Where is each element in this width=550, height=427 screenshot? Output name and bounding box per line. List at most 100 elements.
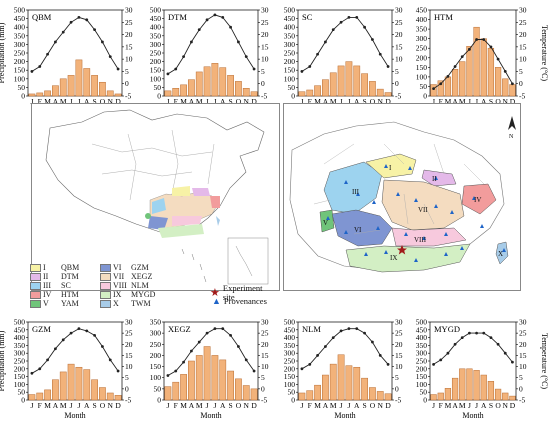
precip-bar (369, 387, 376, 401)
y-tick-label: 0 (423, 92, 427, 101)
y2-tick-label: 15 (125, 351, 133, 360)
legend-item: VII XEGZ (100, 272, 170, 281)
precip-bar (494, 67, 502, 97)
x-tick-label: A (354, 401, 360, 410)
x-tick-label: A (323, 401, 329, 410)
y2-tick-label: 15 (395, 351, 403, 360)
precip-bar (451, 377, 459, 401)
panel-title: QBM (32, 12, 52, 22)
temperature-point (475, 331, 478, 335)
precip-bar (227, 370, 234, 401)
y-tick-label: 250 (416, 357, 428, 366)
y2-axis-label: Temperature (°C) (540, 333, 549, 390)
y-tick-label: 450 (416, 6, 428, 15)
y-tick-label: 0 (291, 396, 295, 405)
precip-bar (384, 393, 392, 401)
precip-bar (211, 355, 219, 401)
y-tick-label: 300 (14, 349, 26, 358)
x-tick-label: O (495, 97, 501, 106)
panel-title: SC (302, 12, 313, 22)
temperature-point (174, 369, 178, 373)
region-VIII (391, 227, 467, 247)
y-tick-label: 200 (150, 57, 162, 66)
x-tick-label: O (236, 401, 242, 410)
temperature-point (371, 38, 374, 41)
temperature-point (77, 15, 81, 19)
y-tick-label: 100 (284, 74, 296, 83)
y2-tick-label: 25 (519, 18, 527, 27)
x-tick-label: N (378, 97, 384, 106)
temperature-point (453, 65, 457, 68)
precip-bar (195, 71, 203, 97)
x-tick-label: D (385, 401, 391, 410)
legend-name: NLM (131, 281, 149, 290)
temperature-point (489, 45, 493, 49)
precip-bar (219, 359, 227, 401)
y-tick-label: 250 (284, 357, 296, 366)
temperature-point (347, 327, 351, 331)
x-tick-label: J (300, 401, 303, 410)
temperature-point (503, 351, 507, 355)
precip-bar (36, 392, 44, 401)
y-tick-label: 500 (284, 318, 296, 327)
experiment-site-legend: ★ Experiment site (210, 284, 263, 302)
y2-tick-label: 5 (125, 373, 129, 382)
y-tick-label: 0 (423, 396, 427, 405)
precip-bar (188, 360, 195, 401)
label-III: III (352, 188, 360, 196)
y2-tick-label: 30 (125, 318, 133, 327)
x-tick-label: O (370, 401, 376, 410)
precip-bar (322, 79, 329, 97)
precip-bar (306, 89, 314, 97)
y2-tick-label: 25 (395, 18, 403, 27)
y-tick-label: 500 (416, 318, 428, 327)
x-tick-label: D (251, 97, 257, 106)
x-tick-label: J (206, 97, 209, 106)
temperature-point (237, 345, 240, 348)
x-tick-label: M (459, 97, 466, 106)
y-tick-label: 50 (18, 83, 26, 92)
x-tick-label: J (213, 97, 216, 106)
x-tick-label: M (180, 97, 187, 106)
temperature-point (511, 360, 514, 364)
y-tick-label: 0 (21, 396, 25, 405)
y2-tick-label: 0 (261, 79, 265, 88)
legend-swatch (30, 299, 41, 308)
legend-code: VII (113, 272, 125, 281)
x-tick-label: N (108, 401, 114, 410)
temperature-point (213, 13, 217, 17)
precip-bar (67, 75, 75, 97)
precip-bar (114, 395, 122, 401)
temperature-point (468, 47, 471, 51)
y-tick-label: 350 (150, 31, 162, 40)
y2-tick-label: 10 (395, 362, 403, 371)
x-tick-label: J (70, 401, 73, 410)
precip-bar (437, 80, 444, 97)
precip-bar (451, 68, 459, 97)
precip-bar (211, 63, 219, 97)
temperature-point (439, 358, 443, 362)
precip-bar (480, 374, 487, 401)
y-tick-label: 150 (150, 66, 162, 75)
x-axis-label: Month (334, 411, 355, 420)
climate-panel-nlm: 050100150200250300350400450500-505101520… (284, 318, 403, 421)
x-tick-label: M (196, 401, 203, 410)
precip-bar (459, 368, 466, 401)
x-tick-label: A (189, 97, 195, 106)
temperature-line (301, 16, 389, 72)
precip-bar (203, 346, 211, 401)
x-tick-label: S (362, 401, 366, 410)
x-tick-label: J (468, 97, 471, 106)
temperature-point (363, 25, 366, 29)
y2-tick-label: 20 (125, 340, 133, 349)
overview-map-shapes (45, 109, 269, 285)
label-IX: IX (390, 254, 397, 262)
south-china-sea-islands (181, 248, 207, 283)
y2-tick-label: 20 (519, 340, 527, 349)
y2-tick-label: 15 (519, 351, 527, 360)
temperature-point (229, 333, 232, 337)
x-tick-label: J (432, 97, 435, 106)
y2-tick-label: 25 (261, 18, 269, 27)
precip-bar (353, 65, 361, 97)
precip-bar (114, 93, 122, 97)
